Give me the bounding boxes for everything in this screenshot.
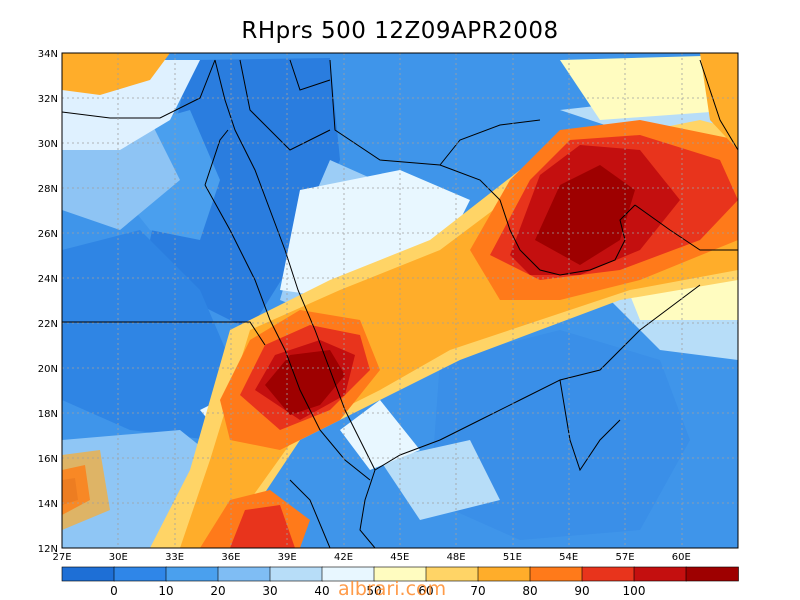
watermark: albrari.com (338, 578, 447, 600)
map-title: RHprs 500 12Z09APR2008 (241, 18, 559, 44)
lon-label: 39E (278, 552, 297, 563)
colorbar-label: 90 (574, 584, 589, 598)
lat-label: 32N (38, 94, 58, 105)
lat-label: 16N (38, 454, 58, 465)
longitude-labels: 27E 30E 33E 36E 39E 42E 45E 48E 51E 54E 57E 60E (52, 552, 690, 563)
colorbar-label: 80 (522, 584, 537, 598)
colorbar: 0 10 20 30 40 50 60 70 80 90 100 (61, 566, 739, 598)
lat-label: 14N (38, 499, 58, 510)
colorbar-label: 30 (262, 584, 277, 598)
lat-label: 22N (38, 319, 58, 330)
colorbar-swatch (529, 566, 583, 582)
lat-label: 34N (38, 49, 58, 60)
lon-label: 57E (615, 552, 634, 563)
lon-label: 51E (503, 552, 522, 563)
colorbar-label: 10 (158, 584, 173, 598)
colorbar-label: 100 (623, 584, 646, 598)
colorbar-swatch (165, 566, 219, 582)
lat-label: 20N (38, 364, 58, 375)
colorbar-swatch (61, 566, 115, 582)
latitude-labels: 34N 32N 30N 28N 26N 24N 22N 20N 18N 16N 14N 12N (38, 49, 58, 555)
colorbar-swatch (269, 566, 323, 582)
lon-label: 30E (109, 552, 128, 563)
lon-label: 54E (559, 552, 578, 563)
lat-label: 28N (38, 184, 58, 195)
colorbar-swatch (477, 566, 531, 582)
map-frame (61, 52, 739, 549)
lon-label: 27E (52, 552, 71, 563)
lon-label: 33E (165, 552, 184, 563)
colorbar-label: 20 (210, 584, 225, 598)
colorbar-swatch (685, 566, 739, 582)
lon-label: 45E (390, 552, 409, 563)
humidity-field (62, 53, 738, 548)
lon-label: 36E (221, 552, 240, 563)
colorbar-label: 60 (418, 584, 433, 598)
colorbar-swatch (217, 566, 271, 582)
lon-label: 48E (447, 552, 466, 563)
lat-label: 18N (38, 409, 58, 420)
colorbar-label: 0 (110, 584, 118, 598)
lat-label: 30N (38, 139, 58, 150)
colorbar-label: 50 (366, 584, 381, 598)
colorbar-swatch (581, 566, 635, 582)
coastlines (62, 59, 738, 548)
lat-label: 12N (38, 544, 58, 555)
lon-label: 42E (334, 552, 353, 563)
colorbar-swatch (633, 566, 687, 582)
lat-label: 24N (38, 274, 58, 285)
lon-label: 60E (672, 552, 691, 563)
colorbar-label: 70 (470, 584, 485, 598)
colorbar-swatch (113, 566, 167, 582)
lat-label: 26N (38, 229, 58, 240)
colorbar-label: 40 (314, 584, 329, 598)
